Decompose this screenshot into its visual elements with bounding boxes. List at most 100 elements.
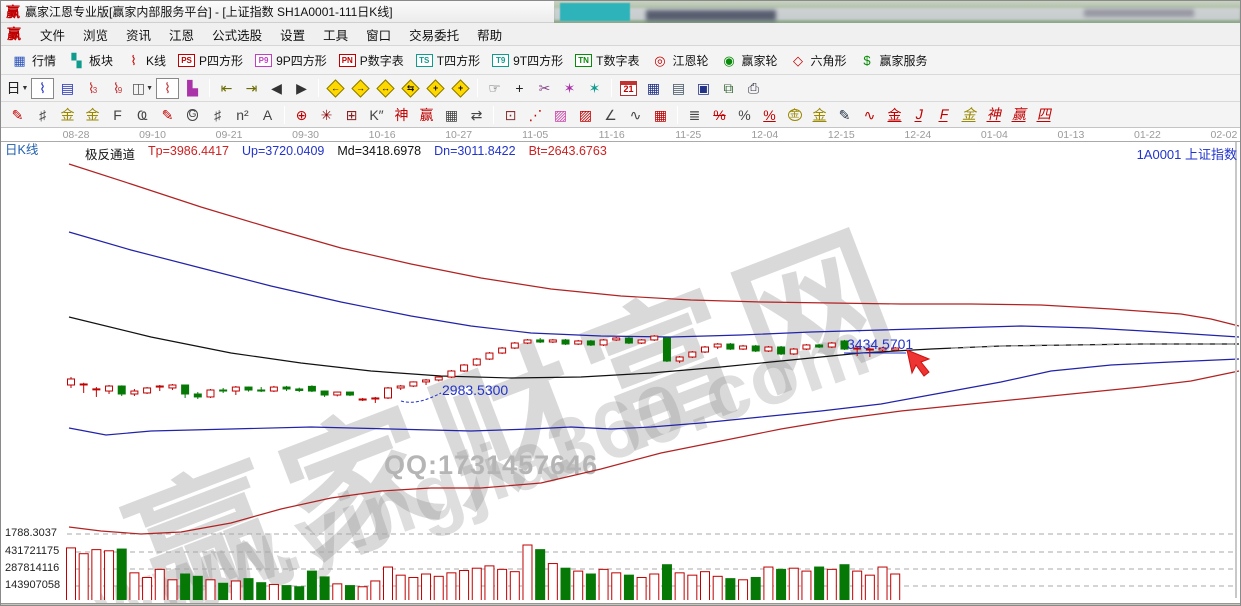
span-arrows-icon[interactable]: ⇄ <box>470 106 483 123</box>
menu-item-4[interactable]: 公式选股 <box>212 28 263 43</box>
toolbar-button-9t-square[interactable]: T9 9T四方形 <box>486 49 569 72</box>
percent-underline-icon[interactable]: % <box>763 106 776 123</box>
gold-circle-icon[interactable]: 金 <box>787 108 802 121</box>
menu-item-1[interactable]: 浏览 <box>83 28 109 43</box>
grid-123-icon[interactable]: ▦ <box>444 106 459 123</box>
minor-wave-9-icon[interactable]: ⌇ 9 <box>112 80 123 96</box>
web-tool-purple-icon[interactable]: ✶ <box>563 80 576 96</box>
draw-pencil-2-icon[interactable]: ✎ <box>161 106 174 123</box>
ying-angle-icon[interactable]: 赢 <box>1010 106 1029 122</box>
box-select-icon[interactable]: ⊡ <box>504 106 517 123</box>
toolbar-button-p-number-table[interactable]: PN P数字表 <box>333 49 410 72</box>
gold-grid-2-icon[interactable]: 金 <box>85 106 100 123</box>
percent-strike-icon[interactable]: % <box>713 106 726 123</box>
grid-web-icon[interactable]: ⊞ <box>345 106 358 123</box>
gold-red-underline-icon[interactable]: 金 <box>887 106 902 123</box>
skip-last-icon[interactable]: ⇥ <box>245 80 258 96</box>
candle-style-dropdown-icon[interactable]: ◫ ▼ <box>131 80 154 96</box>
step-back-icon[interactable]: ◀ <box>271 80 282 96</box>
kline-plot[interactable] <box>1 142 1241 600</box>
skip-first-icon[interactable]: ⇤ <box>220 80 233 96</box>
histogram-panel-icon[interactable]: ▙ <box>187 80 198 96</box>
menu-item-3[interactable]: 江恩 <box>169 28 195 43</box>
shift-left-icon[interactable]: ← <box>324 78 347 99</box>
percent-icon[interactable]: % <box>738 106 751 123</box>
menu-item-7[interactable]: 窗口 <box>366 28 392 43</box>
ruler-steps-icon[interactable]: ≣ <box>688 106 701 123</box>
export-tool-icon[interactable]: ⧉ <box>723 80 734 96</box>
gann-grid-icon[interactable]: ♯ <box>39 106 46 123</box>
menu-item-9[interactable]: 帮助 <box>477 28 503 43</box>
shift-right-icon[interactable]: → <box>349 78 372 99</box>
k-prime-icon[interactable]: K″ <box>369 106 384 123</box>
toolbar-button-hexagon[interactable]: ◇ 六角形 <box>784 49 853 72</box>
menu-item-0[interactable]: 文件 <box>40 28 66 43</box>
toolbar-button-winner-service[interactable]: $ 赢家服务 <box>853 49 934 72</box>
spider-web-icon[interactable]: ✳ <box>320 106 333 123</box>
gold-grid-1-icon[interactable]: 金 <box>60 106 75 123</box>
chart-area[interactable]: 08-28 09-10 09-21 09-30 10-16 10-27 11-05 11-16… <box>1 128 1241 605</box>
9t-square-icon: T9 <box>492 53 510 67</box>
shen-grid-icon[interactable]: 神 <box>394 106 409 123</box>
toolbar-button-kline[interactable]: ⌇ K线 <box>119 49 172 72</box>
toolbar-button-9p-square[interactable]: P9 9P四方形 <box>249 49 333 72</box>
draw-pencil-icon[interactable]: ✎ <box>11 106 24 123</box>
detail-panel-icon[interactable]: ▤ <box>60 80 75 96</box>
toolbar-button-gann-wheel[interactable]: ◎ 江恩轮 <box>645 49 714 72</box>
fan-lines-icon[interactable]: ⋰ <box>528 106 543 123</box>
save-tool-icon[interactable]: ▣ <box>696 80 711 96</box>
calendar-tool-icon[interactable]: 21 <box>617 78 640 99</box>
toolbar-main: ▦ 行情 ▚ 板块 ⌇ K线 PS P四方形 P9 9P四方形 PN P数字表 TS T四方形 T9 9T四方… <box>1 46 1240 75</box>
step-forward-icon[interactable]: ▶ <box>296 80 307 96</box>
menu-item-5[interactable]: 设置 <box>280 28 306 43</box>
minor-wave-3-icon[interactable]: ⌇ 3 <box>87 80 98 96</box>
fibonacci-grid-icon[interactable]: F <box>113 106 122 123</box>
menu-item-6[interactable]: 工具 <box>323 28 349 43</box>
print-tool-icon[interactable]: ⎙ <box>747 80 760 96</box>
ying-grid-icon[interactable]: 赢 <box>419 106 434 123</box>
red-grid-box-icon[interactable]: ▨ <box>578 106 593 123</box>
n-square-icon[interactable]: n² <box>236 106 249 123</box>
zoom-in-all-icon[interactable]: + <box>424 78 447 99</box>
shen-angle-icon[interactable]: 神 <box>985 106 1004 122</box>
gann-circle-g-icon[interactable]: G <box>186 108 199 121</box>
zigzag-tool-icon[interactable]: ⌇ <box>156 77 179 99</box>
toolbar-button-sectors[interactable]: ▚ 板块 <box>62 49 119 72</box>
hash-grid-icon[interactable]: ♯ <box>214 106 221 123</box>
crosshair-tool-icon[interactable]: + <box>515 80 524 96</box>
red-wave-icon[interactable]: ∿ <box>863 106 876 123</box>
gold-lines-icon[interactable]: 金 <box>812 106 827 123</box>
f-angle-icon[interactable]: F <box>938 106 951 122</box>
toolbar-button-t-square[interactable]: TS T四方形 <box>410 49 486 72</box>
notes-tool-icon[interactable]: ▤ <box>671 80 686 96</box>
spiral-tool-icon[interactable]: Ҩ <box>137 106 148 123</box>
web-tool-teal-icon[interactable]: ✶ <box>588 80 601 96</box>
si-angle-icon[interactable]: 四 <box>1035 106 1054 122</box>
menu-item-8[interactable]: 交易委托 <box>409 28 460 43</box>
kline-period-dropdown-icon[interactable]: 日 ▼ <box>6 80 29 96</box>
gold-angle-icon[interactable]: 金 <box>960 106 979 122</box>
ink-pencil-icon[interactable]: ✎ <box>838 106 851 123</box>
toolbar-button-t-number-table[interactable]: TN T数字表 <box>569 49 645 72</box>
j-angle-icon[interactable]: J <box>914 106 925 122</box>
red-grid-icon[interactable]: ▦ <box>653 106 668 123</box>
zoom-out-all-icon[interactable]: + <box>449 78 472 99</box>
compress-horizontal-icon[interactable]: ⇆ <box>399 78 422 99</box>
snip-tool-icon[interactable]: ✂ <box>538 80 551 96</box>
angle-mirror-icon[interactable]: A <box>262 106 273 123</box>
calculator-tool-icon[interactable]: ▦ <box>646 80 661 96</box>
wave-line-icon[interactable]: ∿ <box>629 106 642 123</box>
volume-bar <box>104 550 115 600</box>
circle-cross-icon[interactable]: ⊕ <box>295 106 308 123</box>
angle-line-icon[interactable]: ∠ <box>604 106 617 123</box>
toolbar-button-quotes[interactable]: ▦ 行情 <box>5 49 62 72</box>
trend-pattern-toggle-icon[interactable]: ⌇ <box>31 77 54 99</box>
toolbar-button-p-square[interactable]: PS P四方形 <box>172 49 249 72</box>
expand-horizontal-icon[interactable]: ↔ <box>374 78 397 99</box>
candle-body <box>701 346 709 353</box>
hand-tool-icon[interactable]: ☞ <box>488 80 501 96</box>
pink-grid-box-icon[interactable]: ▨ <box>553 106 568 123</box>
menu-item-2[interactable]: 资讯 <box>126 28 152 43</box>
toolbar-button-winner-wheel[interactable]: ◉ 赢家轮 <box>714 49 783 72</box>
volume-bar <box>142 576 153 600</box>
